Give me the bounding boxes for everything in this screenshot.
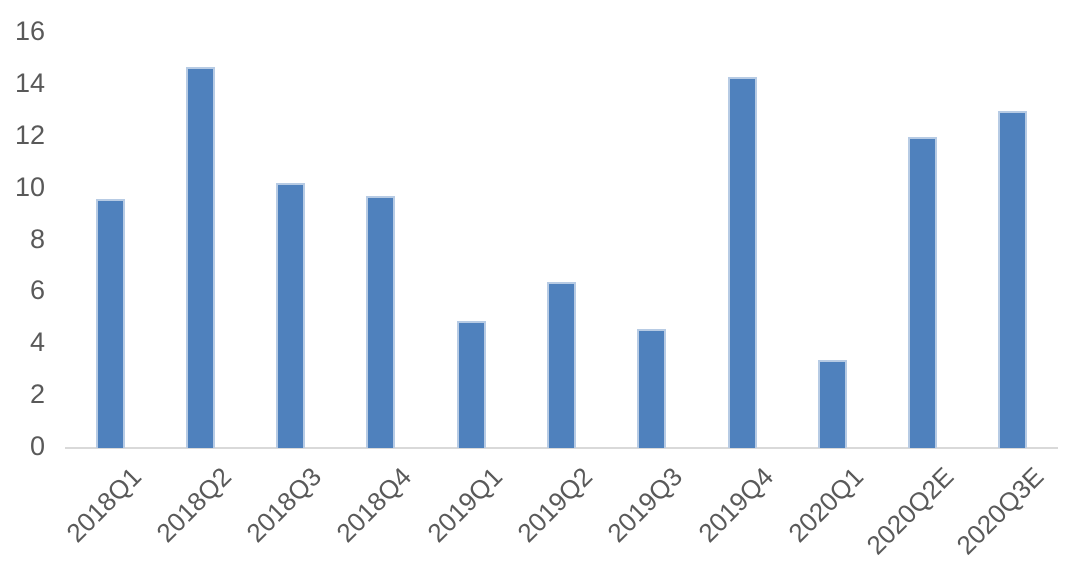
y-tick-label: 12 bbox=[14, 119, 45, 150]
bar-2018Q3 bbox=[276, 183, 306, 448]
x-axis-line bbox=[65, 447, 1058, 449]
bar-2018Q2 bbox=[185, 66, 215, 448]
x-tick-label: 2019Q2 bbox=[511, 461, 599, 548]
x-tick-label: 2019Q4 bbox=[691, 461, 779, 548]
x-tick-label: 2019Q3 bbox=[601, 461, 689, 548]
x-tick-label: 2018Q1 bbox=[60, 461, 147, 548]
x-tick-label: 2019Q1 bbox=[421, 461, 508, 548]
x-tick-label: 2018Q3 bbox=[240, 461, 328, 548]
bar-2018Q4 bbox=[366, 196, 396, 448]
bar-2019Q4 bbox=[727, 77, 757, 448]
y-tick-label: 8 bbox=[29, 223, 45, 254]
x-tick-label: 2020Q3E bbox=[950, 461, 1050, 561]
bar-2019Q2 bbox=[547, 282, 576, 448]
bar-2020Q1 bbox=[817, 359, 847, 448]
bar-2019Q3 bbox=[637, 328, 667, 448]
bar-2019Q1 bbox=[456, 320, 486, 448]
x-tick-label: 2020Q1 bbox=[782, 461, 869, 548]
bar-2020Q3E bbox=[998, 110, 1028, 448]
x-tick-label: 2018Q2 bbox=[150, 461, 237, 548]
bar-2020Q2E bbox=[908, 136, 938, 448]
y-tick-label: 6 bbox=[29, 275, 45, 306]
x-tick-label: 2020Q2E bbox=[860, 461, 960, 561]
y-tick-label: 0 bbox=[29, 431, 45, 461]
bar-2018Q1 bbox=[95, 199, 125, 448]
y-tick-label: 16 bbox=[14, 16, 45, 46]
y-tick-label: 10 bbox=[14, 171, 45, 202]
y-tick-label: 4 bbox=[29, 327, 45, 358]
y-tick-label: 14 bbox=[14, 67, 45, 98]
y-tick-label: 2 bbox=[29, 379, 45, 410]
x-tick-label: 2018Q4 bbox=[330, 461, 418, 548]
